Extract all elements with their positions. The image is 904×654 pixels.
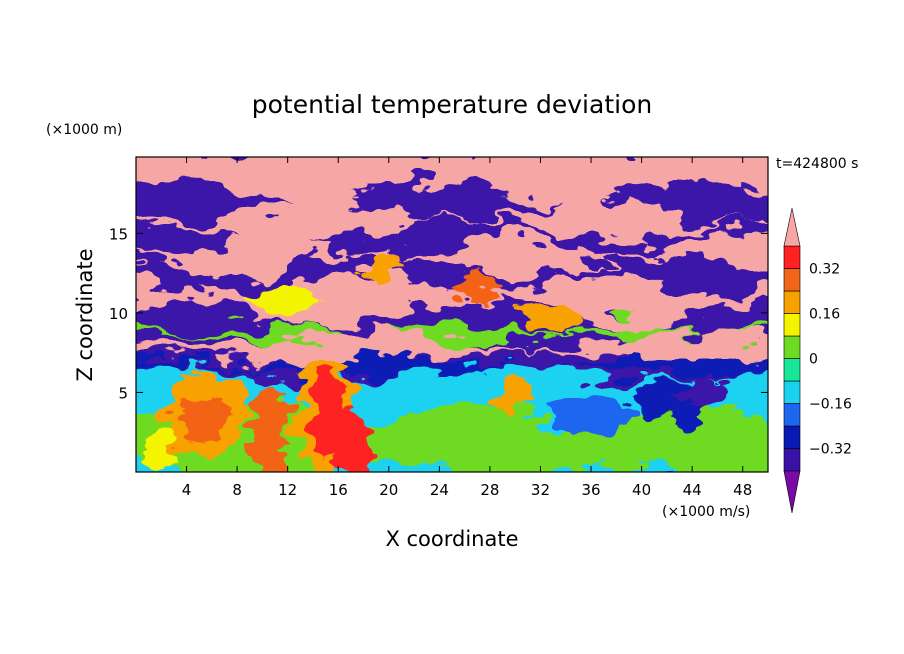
field-eddy [502,435,566,471]
x-tick-label: 28 [480,481,499,499]
colorbar-tick-label: −0.16 [809,397,852,413]
field-streak [521,311,585,331]
field-layer-warm [136,332,768,366]
time-label: t=424800 s [776,156,858,172]
field-layer-warm [136,271,768,326]
field-layer-warm [136,200,768,242]
field-layer-neutral [136,324,768,344]
field-eddy [597,437,648,469]
field-cold-pool [553,389,629,434]
field-plume [251,381,287,472]
field-plume-core [333,408,374,472]
colorbar-swatch [783,403,801,427]
field-layer-warm [136,231,768,280]
colorbar-tick-label: 0 [809,352,818,368]
colorbar-swatch [783,313,801,337]
colorbar-swatch [783,245,801,269]
field-streak [363,252,415,278]
x-tick-label: 4 [182,481,192,499]
colorbar-swatch [783,425,801,449]
colorbar-swatch [783,358,801,382]
y-axis-ticks: 5 10 15 [109,225,768,402]
colorbar-swatch [783,290,801,314]
x-tick-label: 44 [683,481,702,499]
chart-title: potential temperature deviation [252,90,652,119]
x-tick-label: 12 [278,481,297,499]
colorbar-tick-label: 0.32 [809,262,840,278]
y-tick-label: 10 [109,305,128,323]
x-tick-label: 20 [379,481,398,499]
field-cold-pool [676,381,733,410]
x-tick-label: 24 [430,481,449,499]
y-tick-label: 15 [109,225,128,243]
colorbar-top-arrow [783,207,801,247]
colorbar-swatch [783,380,801,404]
plot-frame [135,156,769,473]
field-layer-cool [136,357,768,377]
x-tick-label: 40 [632,481,651,499]
colorbar: 0.32 0.16 0 −0.16 −0.32 [783,207,852,514]
colorbar-swatch [783,448,801,472]
y-tick-label: 5 [118,384,128,402]
x-tick-label: 8 [232,481,242,499]
field-streak [243,289,320,312]
colorbar-swatch [783,335,801,359]
y-unit-label: (×1000 m) [46,122,122,138]
field-eddy [142,435,181,468]
colorbar-swatch [783,268,801,292]
x-tick-label: 48 [733,481,752,499]
x-tick-label: 16 [329,481,348,499]
x-unit-label: (×1000 m/s) [662,504,750,520]
x-tick-label: 32 [531,481,550,499]
x-tick-label: 36 [581,481,600,499]
field-eddy [496,379,535,415]
colorbar-bottom-arrow [783,470,801,514]
field-eddy [407,408,484,466]
field-eddy [719,409,766,455]
field-plume-core [177,394,226,445]
colorbar-tick-label: −0.32 [809,442,852,458]
x-axis-ticks: 4 8 12 16 20 24 28 32 36 40 44 48 [182,157,752,499]
field-layer-warm [136,157,768,205]
y-axis-label: Z coordinate [73,248,97,381]
colorbar-tick-label: 0.16 [809,307,840,323]
contour-field [136,157,768,472]
field-streak [445,279,509,299]
x-axis-label: X coordinate [385,527,518,551]
